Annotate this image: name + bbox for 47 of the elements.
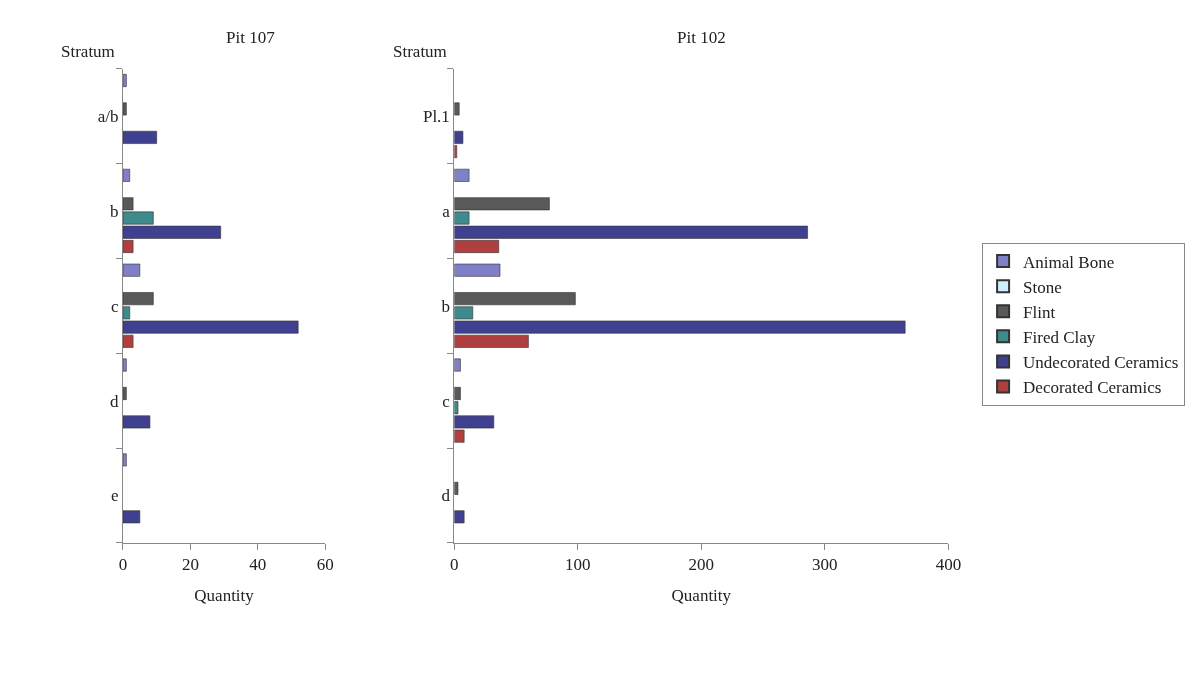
bar: [454, 481, 459, 495]
y-tick-label: a/b: [97, 107, 119, 127]
y-tick-label: e: [111, 486, 119, 506]
x-tick-label: 60: [316, 555, 334, 575]
legend-label: Stone: [1023, 277, 1062, 297]
y-tick-label: Pl.1: [422, 107, 450, 127]
y-tick-label: c: [442, 391, 451, 411]
y-tick-label: d: [110, 391, 120, 411]
bar: [454, 358, 461, 372]
bar: [123, 130, 157, 144]
legend-label: Flint: [1023, 302, 1056, 322]
chart-title: Pit 102: [677, 28, 726, 47]
x-tick-label: 0: [450, 555, 459, 575]
bar: [123, 510, 141, 524]
bar: [454, 510, 465, 524]
x-axis-title: Quantity: [194, 585, 255, 605]
x-tick-label: 400: [935, 555, 962, 575]
y-tick-label: c: [111, 296, 120, 316]
y-tick-label: d: [441, 486, 451, 506]
bar: [123, 102, 127, 116]
bar: [454, 263, 501, 277]
legend-label: Undecorated Ceramics: [1023, 353, 1179, 373]
bar: [123, 358, 127, 372]
x-tick-label: 100: [565, 555, 591, 575]
x-tick-label: 300: [812, 555, 838, 575]
text: Stratum: [393, 42, 447, 61]
x-tick-label: 200: [688, 555, 715, 575]
bar: [454, 102, 460, 116]
x-axis-title: Quantity: [671, 585, 732, 605]
legend-label: Decorated Ceramics: [1023, 378, 1162, 398]
y-tick-label: b: [110, 201, 119, 221]
x-tick-label: 20: [181, 555, 199, 575]
text: Stratum: [61, 42, 115, 61]
legend-label: Fired Clay: [1023, 327, 1096, 347]
y-tick-label: b: [441, 296, 450, 316]
bar: [123, 74, 127, 87]
chart-title: Pit 107: [226, 28, 276, 47]
bar: [123, 263, 141, 277]
bar: [123, 168, 131, 182]
x-tick-label: 0: [118, 555, 128, 575]
bar: [123, 415, 151, 429]
bar: [123, 387, 127, 400]
x-tick-label: 40: [249, 555, 267, 575]
bar: [454, 168, 470, 182]
bar: [123, 453, 127, 467]
y-tick-label: a: [442, 201, 451, 221]
legend-label: Animal Bone: [1023, 252, 1115, 272]
